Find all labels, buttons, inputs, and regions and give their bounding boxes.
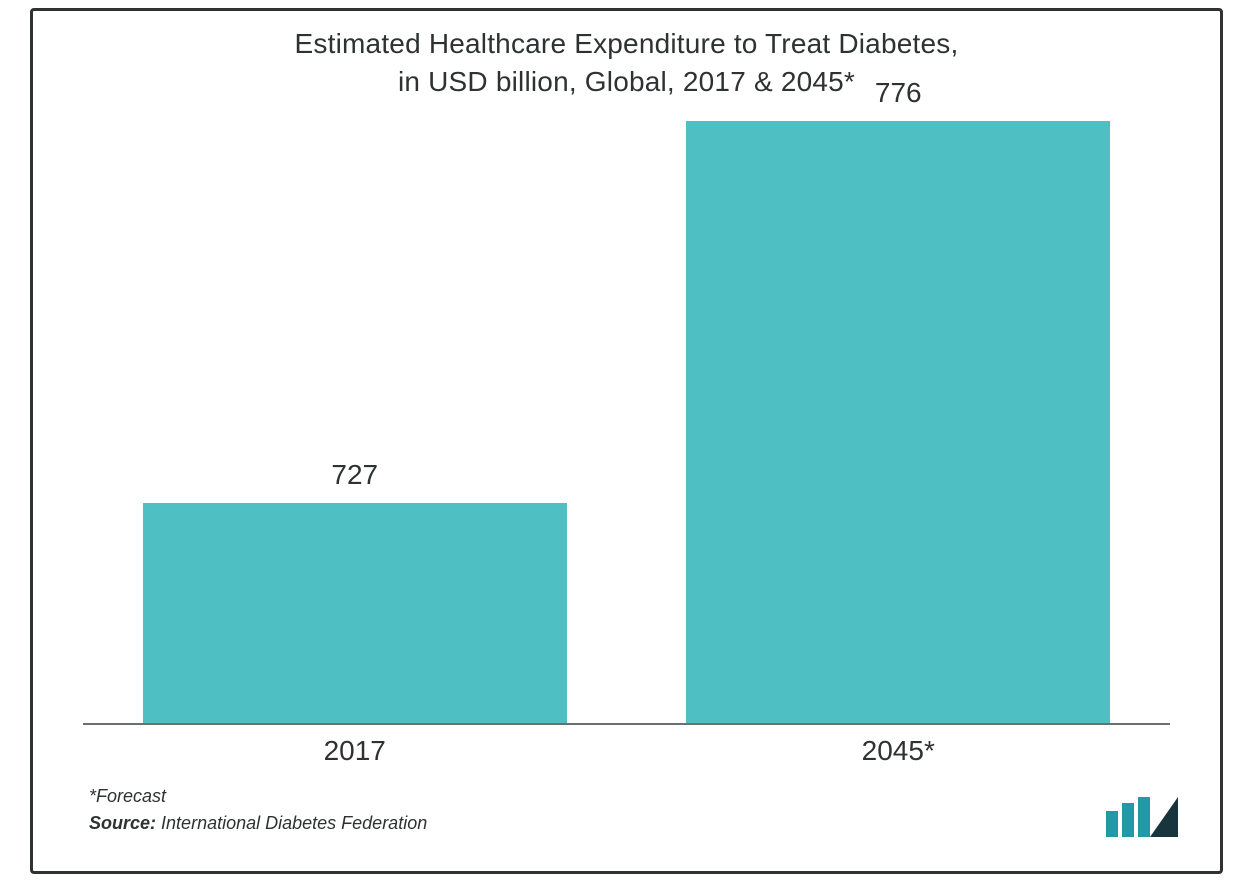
bar-slot-0: 727 [83,121,627,723]
logo-bar-2 [1122,803,1134,837]
chart-frame: Estimated Healthcare Expenditure to Trea… [30,8,1223,874]
bar-slot-1: 776 [627,121,1171,723]
x-label-0: 2017 [83,735,627,767]
chart-title-line1: Estimated Healthcare Expenditure to Trea… [295,28,959,59]
bar-2017: 727 [143,503,567,723]
logo-bar-1 [1106,811,1118,837]
bar-2045: 776 [686,121,1110,723]
bar-value-label-0: 727 [143,459,567,491]
footnotes: *Forecast Source: International Diabetes… [89,784,427,835]
source-text: International Diabetes Federation [161,813,427,833]
logo-bar-3 [1138,797,1150,837]
x-label-1: 2045* [627,735,1171,767]
x-axis-labels: 2017 2045* [83,735,1170,775]
forecast-note: *Forecast [89,784,427,808]
plot-area: 727 776 [83,121,1170,725]
source-label: Source: [89,813,156,833]
bar-value-label-1: 776 [686,77,1110,109]
mordor-intelligence-logo-icon [1106,797,1178,837]
logo-triangle [1150,797,1178,837]
